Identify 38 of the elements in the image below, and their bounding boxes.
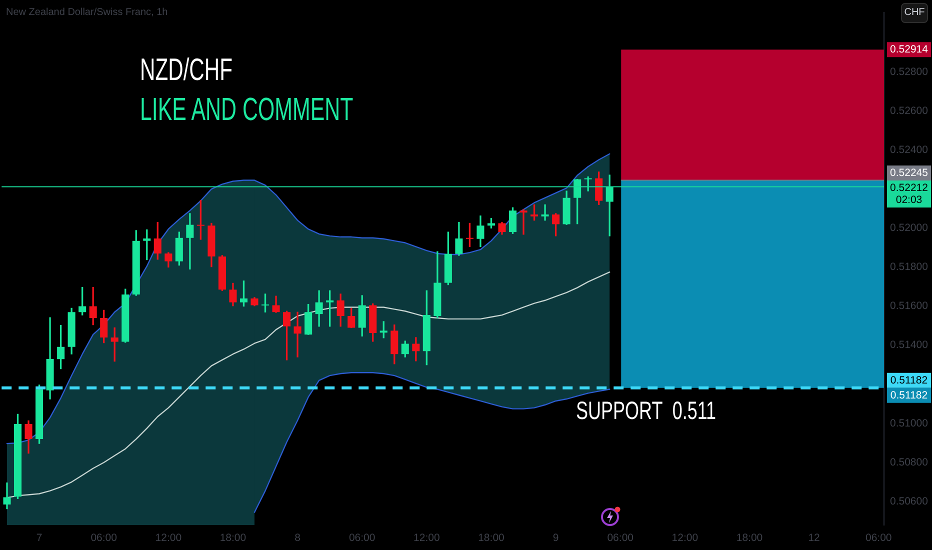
y-tick-label: 0.52600 — [890, 104, 928, 117]
x-tick-label: 12:00 — [155, 532, 182, 544]
x-tick-label: 06:00 — [865, 532, 892, 544]
y-axis-title: CHF — [901, 3, 928, 23]
annotation: SUPPORT 0.511 — [576, 396, 716, 425]
band-label: 0.52914 — [890, 43, 928, 56]
x-tick-label: 7 — [36, 532, 42, 544]
x-tick-label: 18:00 — [736, 532, 763, 544]
y-tick-label: 0.52800 — [890, 66, 928, 78]
x-tick-label: 8 — [294, 532, 301, 544]
x-tick-label: 06:00 — [90, 532, 118, 544]
x-tick-label: 12 — [808, 532, 820, 544]
y-tick-label: 0.52400 — [890, 144, 928, 156]
x-tick-label: 18:00 — [478, 532, 505, 544]
candlestick — [294, 312, 302, 358]
y-tick-label: 0.50600 — [890, 495, 928, 508]
y-tick-label: 0.52000 — [890, 222, 928, 234]
y-tick-label: 0.51800 — [890, 261, 928, 274]
annotation: LIKE AND COMMENT — [140, 91, 354, 127]
x-tick-label: 18:00 — [220, 532, 246, 544]
candlestick — [186, 213, 194, 270]
candlestick — [520, 209, 528, 235]
x-tick-label: 12:00 — [672, 532, 698, 544]
y-tick-label: 0.51600 — [890, 300, 928, 312]
x-tick-label: 9 — [552, 532, 559, 544]
chart-subtitle: New Zealand Dollar/Swiss Franc, 1h — [6, 7, 168, 18]
x-tick-label: 06:00 — [607, 532, 634, 544]
x-tick-label: 06:00 — [348, 532, 376, 544]
y-tick-label: 0.51000 — [890, 417, 928, 430]
ref-line-label: 0.52245 — [890, 166, 928, 179]
ref-line-label: 0.52212 02:03 — [890, 182, 928, 206]
candlestick — [541, 204, 549, 221]
band-label: 0.51182 — [890, 389, 928, 402]
x-tick-label: 12:00 — [414, 532, 440, 544]
ref-line-label: 0.51182 — [890, 374, 928, 386]
y-tick-label: 0.50800 — [890, 456, 928, 468]
text: NZD/CHF — [140, 52, 233, 87]
y-tick-label: 0.51400 — [890, 339, 928, 352]
